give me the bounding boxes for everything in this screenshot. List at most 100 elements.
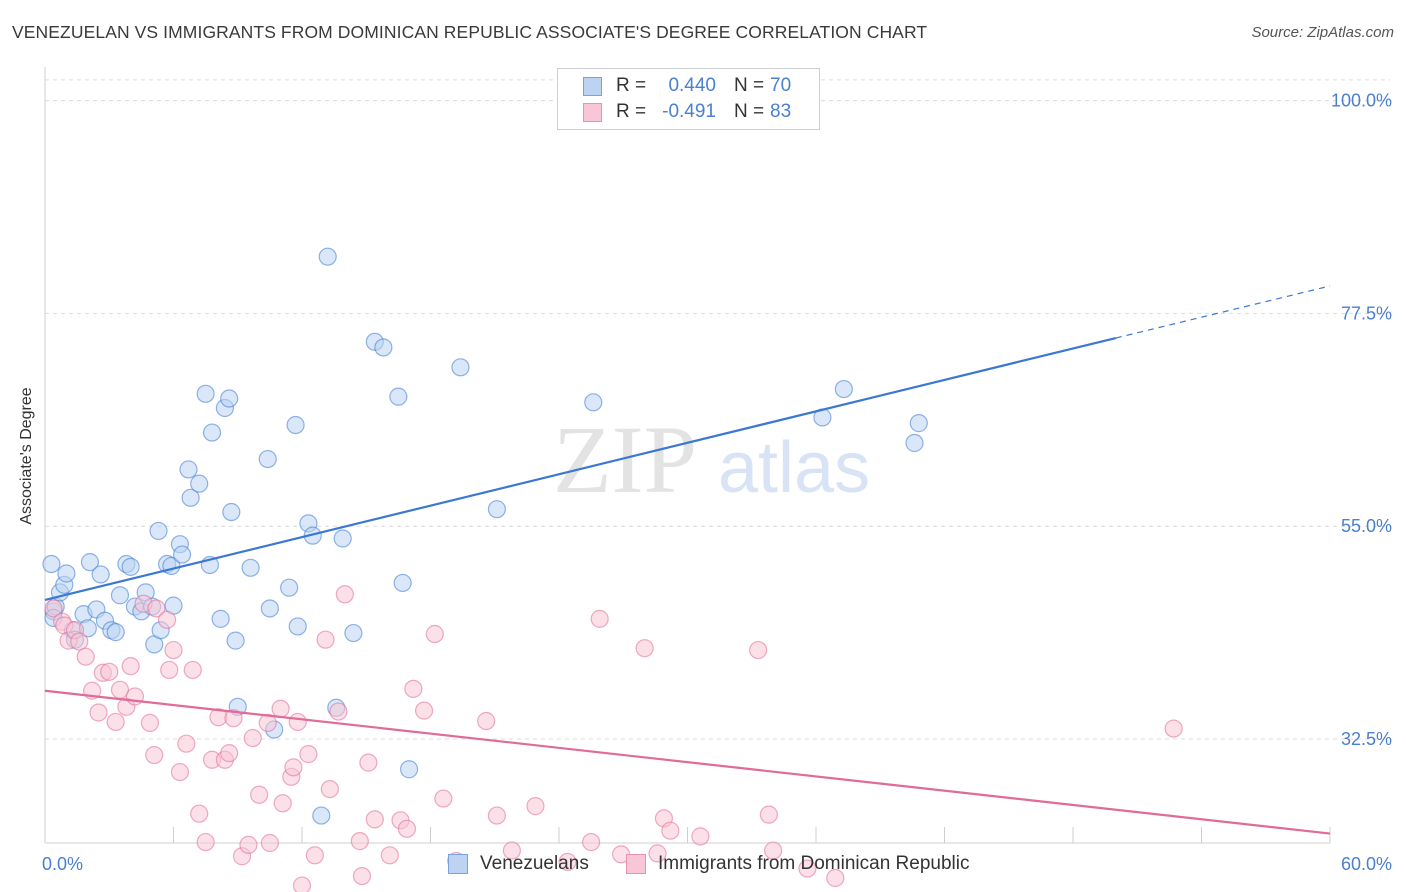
point-venezuelans	[834, 379, 853, 399]
point-dominican	[224, 709, 243, 728]
point-dominican	[299, 745, 318, 764]
point-dominican	[70, 632, 89, 651]
legend-label-venezuelans: Venezuelans	[480, 853, 589, 874]
legend-n-value: 83	[770, 101, 792, 122]
legend-swatch-blue	[583, 77, 602, 96]
point-dominican	[691, 827, 710, 846]
point-dominican	[305, 846, 324, 865]
point-dominican	[220, 744, 239, 763]
point-venezuelans	[399, 760, 419, 779]
point-dominican	[798, 859, 817, 878]
point-dominican	[359, 753, 378, 772]
point-venezuelans	[344, 623, 363, 643]
data-points	[42, 247, 1183, 892]
legend-swatch-dominican	[626, 854, 646, 874]
point-venezuelans	[333, 529, 352, 548]
point-venezuelans	[280, 578, 299, 597]
point-venezuelans	[226, 631, 245, 650]
trend-lines	[44, 285, 1331, 835]
point-venezuelans	[393, 573, 412, 593]
point-venezuelans	[241, 558, 260, 577]
axes	[44, 67, 1331, 844]
point-venezuelans	[318, 247, 337, 266]
point-dominican	[526, 797, 545, 816]
point-venezuelans	[179, 460, 198, 479]
legend-n-value: 70	[770, 75, 792, 96]
legend-swatch-venezuelans	[448, 854, 468, 874]
y-tick-label: 77.5%	[1341, 303, 1392, 323]
point-dominican	[76, 647, 95, 666]
point-dominican	[487, 806, 506, 825]
point-venezuelans	[260, 599, 279, 618]
point-dominican	[243, 728, 262, 748]
point-dominican	[661, 821, 680, 840]
point-dominican	[121, 657, 140, 676]
point-dominican	[271, 699, 290, 718]
point-venezuelans	[42, 554, 61, 574]
point-dominican	[177, 734, 196, 753]
point-dominican	[749, 640, 768, 660]
legend-n-label: N =	[734, 101, 765, 122]
point-venezuelans	[211, 609, 230, 628]
tick-labels: 100.0% 77.5% 55.0% 32.5% 0.0% 60.0%	[42, 91, 1392, 874]
legend-r-value: 0.440	[668, 75, 716, 96]
point-dominican	[635, 639, 654, 658]
point-dominican	[157, 610, 177, 629]
point-venezuelans	[222, 502, 241, 522]
point-dominican	[147, 599, 166, 618]
point-venezuelans	[487, 500, 506, 519]
point-dominican	[164, 640, 183, 660]
point-venezuelans	[905, 433, 924, 453]
point-venezuelans	[389, 387, 408, 406]
point-venezuelans	[202, 423, 222, 442]
point-venezuelans	[220, 389, 239, 408]
point-venezuelans	[106, 623, 125, 642]
point-dominican	[477, 711, 496, 731]
legend-r-label: R =	[616, 101, 647, 122]
point-dominican	[352, 866, 372, 886]
point-dominican	[145, 745, 164, 765]
chart-title: VENEZUELAN VS IMMIGRANTS FROM DOMINICAN …	[12, 22, 928, 42]
gridlines	[45, 79, 1390, 740]
point-dominican	[648, 844, 667, 863]
legend-swatch-pink	[583, 103, 602, 122]
point-dominican	[558, 852, 577, 872]
point-venezuelans	[286, 415, 305, 435]
point-dominican	[140, 713, 160, 732]
point-dominican	[292, 876, 312, 892]
correlation-legend: R = 0.440 N = 70 R = -0.491 N = 83	[557, 68, 820, 130]
point-venezuelans	[374, 338, 393, 357]
x-tick-label: 0.0%	[42, 854, 83, 874]
point-dominican	[397, 819, 417, 838]
point-dominican	[335, 585, 354, 604]
point-dominican	[250, 785, 269, 804]
point-dominican	[260, 833, 279, 853]
point-venezuelans	[172, 545, 192, 564]
point-dominican	[502, 841, 521, 860]
point-venezuelans	[57, 564, 76, 583]
trend-line-venezuelans	[44, 336, 1117, 602]
point-venezuelans	[110, 586, 130, 605]
point-dominican	[320, 779, 339, 799]
point-dominican	[414, 701, 434, 720]
legend-n-label: N =	[734, 75, 765, 96]
y-tick-label: 32.5%	[1341, 729, 1392, 749]
point-dominican	[759, 805, 778, 824]
point-dominican	[764, 841, 783, 860]
point-dominican	[89, 703, 108, 722]
point-dominican	[590, 609, 609, 628]
y-tick-label: 55.0%	[1341, 516, 1392, 536]
point-dominican	[425, 624, 444, 644]
point-dominican	[350, 832, 369, 851]
point-venezuelans	[196, 384, 215, 403]
point-dominican	[826, 868, 845, 888]
point-venezuelans	[584, 393, 603, 412]
point-venezuelans	[190, 474, 209, 493]
point-venezuelans	[288, 617, 307, 636]
x-tick-label: 60.0%	[1341, 854, 1392, 874]
point-dominican	[170, 762, 190, 782]
point-dominican	[288, 712, 307, 732]
legend-label-dominican: Immigrants from Dominican Republic	[658, 853, 970, 874]
watermark: ZIP atlas	[553, 406, 870, 513]
